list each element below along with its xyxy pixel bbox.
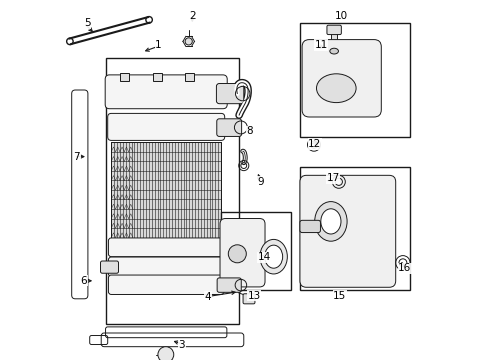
FancyBboxPatch shape bbox=[220, 219, 264, 287]
Ellipse shape bbox=[260, 239, 287, 274]
Text: 8: 8 bbox=[246, 126, 253, 136]
Text: 14: 14 bbox=[257, 252, 270, 262]
FancyBboxPatch shape bbox=[243, 294, 254, 304]
Text: 15: 15 bbox=[333, 291, 346, 301]
Bar bbox=[330, 31, 337, 51]
Bar bbox=[152, 73, 162, 81]
Ellipse shape bbox=[329, 48, 338, 54]
FancyBboxPatch shape bbox=[326, 25, 341, 35]
Ellipse shape bbox=[320, 209, 340, 234]
Bar bbox=[300, 23, 409, 137]
Ellipse shape bbox=[264, 245, 282, 268]
Circle shape bbox=[158, 347, 173, 360]
Bar bbox=[185, 73, 194, 81]
Ellipse shape bbox=[314, 202, 346, 241]
FancyBboxPatch shape bbox=[108, 238, 224, 257]
Bar bbox=[111, 142, 221, 238]
Ellipse shape bbox=[316, 74, 355, 103]
Bar bbox=[300, 167, 409, 290]
FancyBboxPatch shape bbox=[216, 84, 244, 104]
FancyBboxPatch shape bbox=[216, 119, 241, 136]
Text: 4: 4 bbox=[204, 292, 211, 302]
Text: 7: 7 bbox=[73, 152, 80, 162]
Bar bbox=[120, 73, 129, 81]
Text: 13: 13 bbox=[247, 291, 260, 301]
FancyBboxPatch shape bbox=[108, 257, 224, 276]
Text: 6: 6 bbox=[81, 276, 87, 286]
Text: 2: 2 bbox=[188, 11, 195, 21]
FancyBboxPatch shape bbox=[217, 278, 241, 292]
Text: 1: 1 bbox=[155, 40, 162, 50]
Ellipse shape bbox=[228, 245, 246, 263]
Text: 5: 5 bbox=[84, 18, 91, 28]
Text: 3: 3 bbox=[178, 340, 185, 350]
FancyBboxPatch shape bbox=[101, 261, 118, 273]
Text: 11: 11 bbox=[314, 40, 327, 50]
Circle shape bbox=[185, 38, 192, 45]
Text: 9: 9 bbox=[257, 177, 264, 187]
FancyBboxPatch shape bbox=[299, 175, 395, 287]
Text: 16: 16 bbox=[397, 263, 410, 273]
Bar bbox=[221, 212, 291, 290]
FancyBboxPatch shape bbox=[108, 275, 224, 294]
Text: 12: 12 bbox=[307, 139, 321, 149]
FancyBboxPatch shape bbox=[299, 220, 320, 233]
FancyBboxPatch shape bbox=[302, 40, 381, 117]
Text: 17: 17 bbox=[326, 173, 339, 183]
FancyBboxPatch shape bbox=[107, 113, 224, 140]
Bar bbox=[106, 58, 239, 324]
Text: 10: 10 bbox=[334, 11, 347, 21]
FancyBboxPatch shape bbox=[105, 75, 227, 109]
